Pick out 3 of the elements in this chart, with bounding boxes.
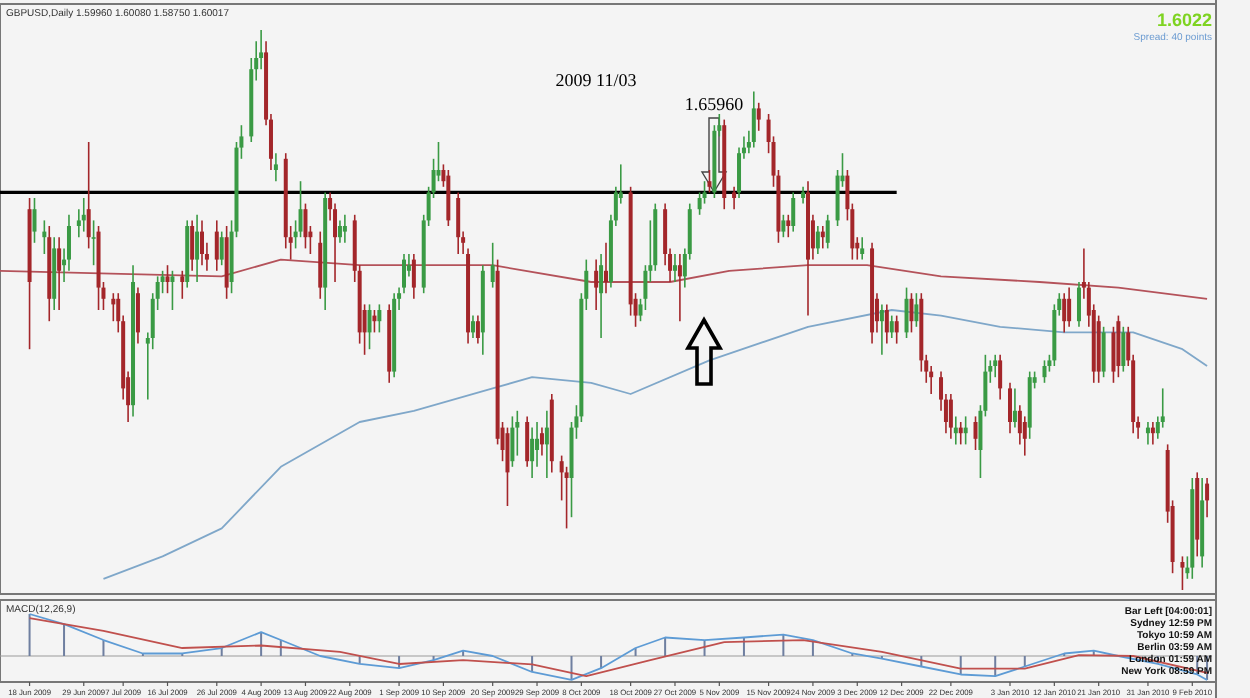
annotation: 1.6022 bbox=[1156, 10, 1212, 30]
annotation: 1.65960 bbox=[684, 94, 745, 114]
annotation: 2009 11/03 bbox=[555, 70, 638, 90]
